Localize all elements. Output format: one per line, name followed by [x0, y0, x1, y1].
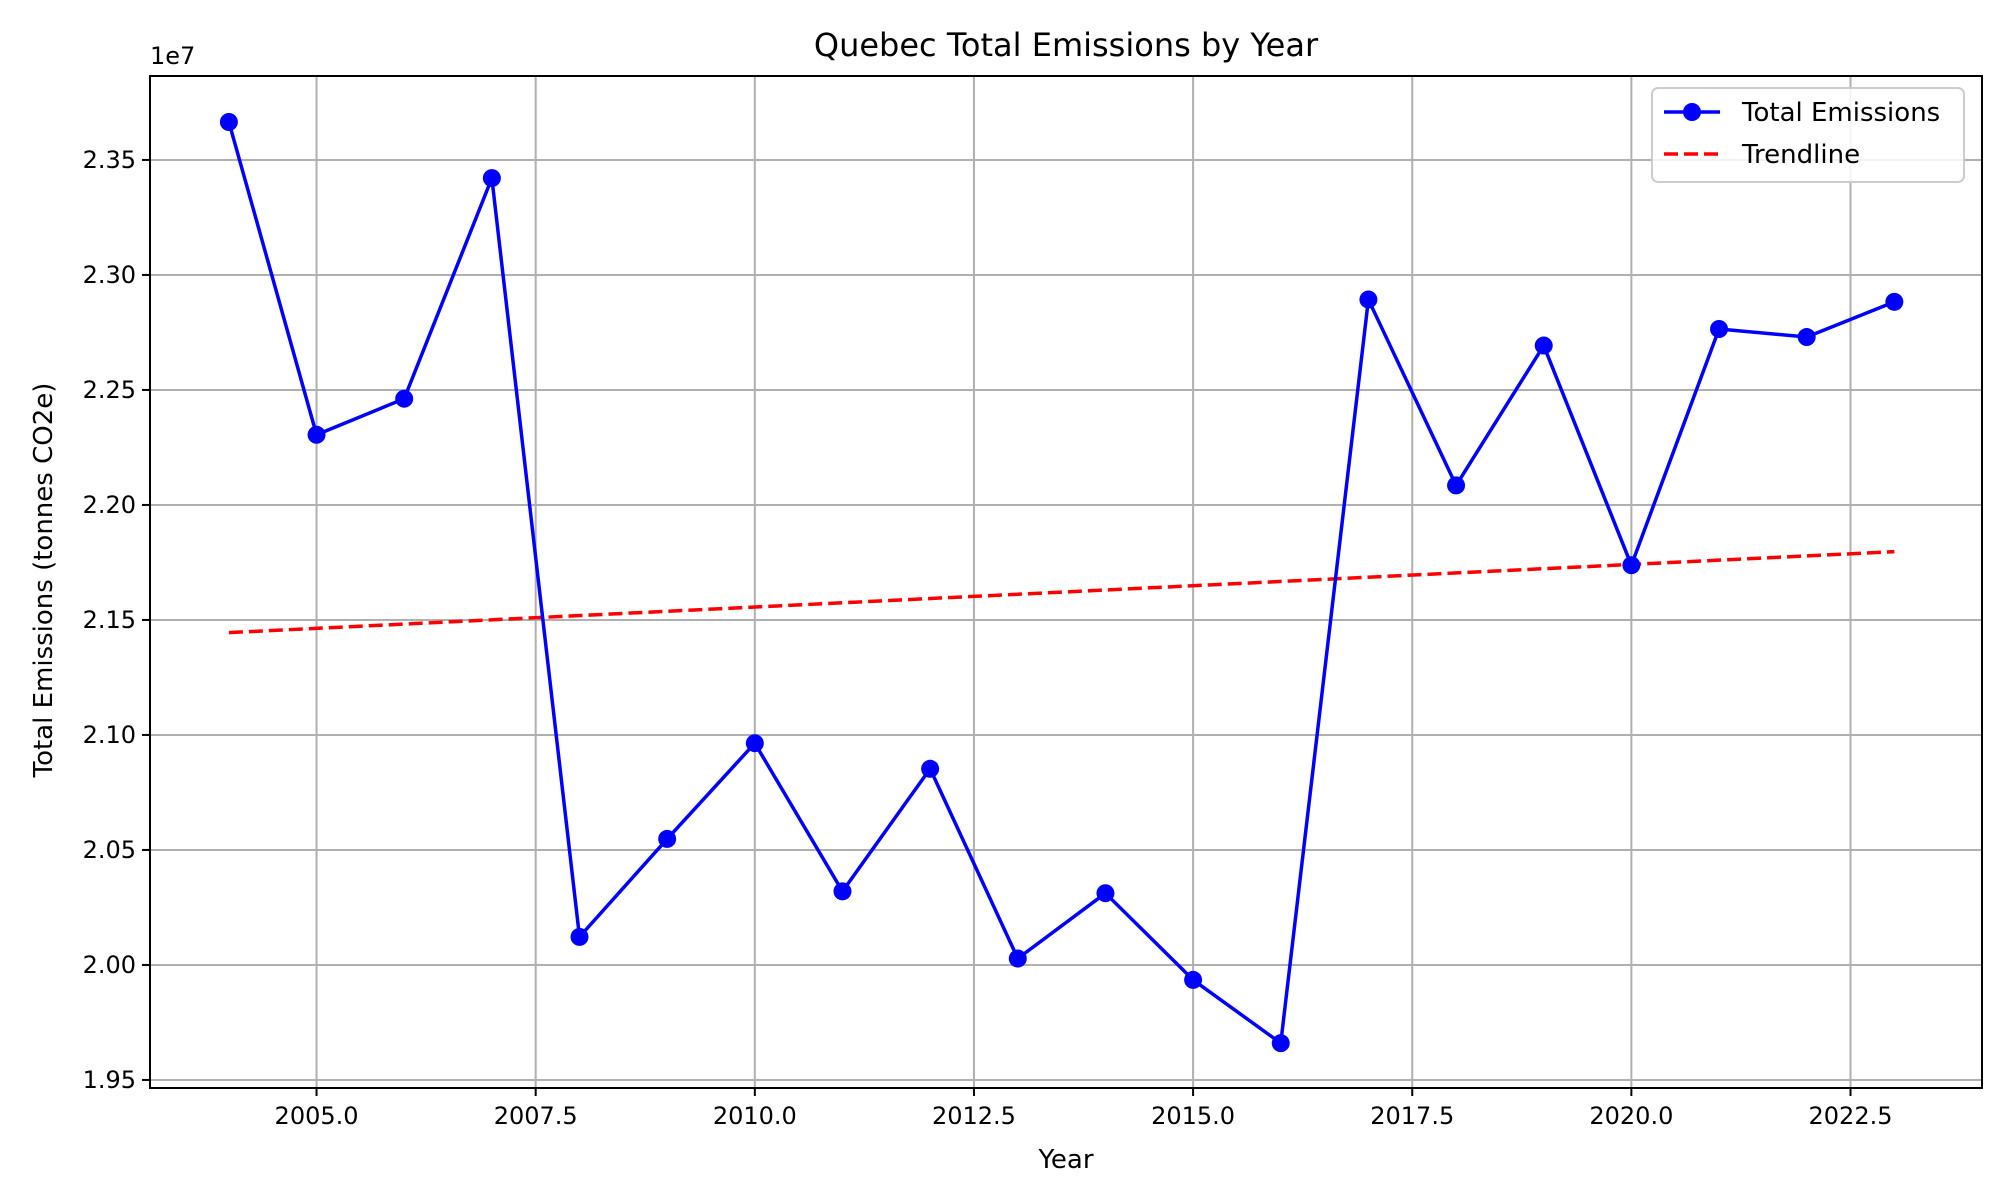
x-tick-label: 2010.0 — [713, 1102, 797, 1130]
y-tick-label: 2.20 — [83, 491, 136, 519]
y-tick-label: 2.35 — [83, 146, 136, 174]
x-tick-label: 2012.5 — [932, 1102, 1016, 1130]
y-tick-label: 1.95 — [83, 1066, 136, 1094]
data-point — [395, 389, 414, 408]
data-point — [1184, 970, 1203, 989]
y-tick-label: 2.25 — [83, 376, 136, 404]
data-point — [1271, 1034, 1290, 1053]
x-tick-label: 2020.0 — [1589, 1102, 1673, 1130]
y-axis-offset-label: 1e7 — [150, 42, 195, 70]
data-point — [570, 927, 589, 946]
legend-label-total-emissions: Total Emissions — [1741, 98, 1940, 128]
marker-layer — [219, 113, 1904, 1053]
data-point — [482, 169, 501, 188]
data-point — [1885, 292, 1904, 311]
x-axis: 2005.0 2007.5 2010.0 2012.5 2015.0 2017.5 2020… — [275, 1088, 1893, 1130]
x-axis-title: Year — [1037, 1145, 1093, 1175]
data-point — [745, 734, 764, 753]
y-tick-label: 2.10 — [83, 721, 136, 749]
data-point — [921, 759, 940, 778]
y-axis: 1.95 2.00 2.05 2.10 2.15 2.20 2.25 2.30 2.35 — [83, 146, 150, 1094]
data-point — [1359, 290, 1378, 309]
x-tick-label: 2015.0 — [1151, 1102, 1235, 1130]
data-point — [1710, 320, 1729, 338]
series-layer — [227, 121, 1895, 1045]
y-tick-label: 2.15 — [83, 606, 136, 634]
x-tick-label: 2017.5 — [1370, 1102, 1454, 1130]
y-tick-label: 2.00 — [83, 951, 136, 979]
y-tick-label: 2.30 — [83, 261, 136, 289]
trendline — [228, 549, 1895, 635]
y-tick-label: 2.05 — [83, 836, 136, 864]
legend-label-trendline: Trendline — [1741, 140, 1860, 170]
y-axis-title: Total Emissions (tonnes CO2e) — [29, 383, 59, 779]
x-tick-label: 2005.0 — [275, 1102, 359, 1130]
data-point — [1534, 336, 1553, 355]
data-point — [1008, 949, 1027, 968]
data-point — [658, 829, 677, 848]
legend: Total Emissions Trendline — [1651, 87, 1965, 183]
chart-title: Quebec Total Emissions by Year — [814, 26, 1319, 64]
data-point — [1622, 556, 1641, 575]
legend-marker-total-emissions — [1683, 103, 1701, 121]
data-point — [1096, 884, 1115, 903]
x-tick-label: 2007.5 — [494, 1102, 578, 1130]
data-point — [219, 113, 238, 131]
trendline-layer — [228, 549, 1895, 635]
data-point — [1447, 476, 1466, 495]
x-tick-label: 2022.5 — [1809, 1102, 1893, 1130]
data-point — [833, 882, 852, 901]
data-point — [1797, 328, 1816, 347]
legend-box — [1651, 87, 1965, 183]
grid — [150, 76, 1982, 1088]
data-point — [307, 425, 326, 444]
series-line-total-emissions — [227, 121, 1895, 1045]
plot-frame — [149, 75, 1983, 1089]
